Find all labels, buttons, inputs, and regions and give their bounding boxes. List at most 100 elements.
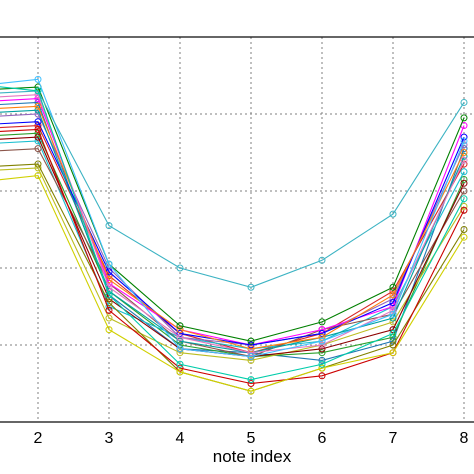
data-point <box>460 98 468 106</box>
x-tick-label: 7 <box>389 430 398 447</box>
data-point <box>460 149 468 156</box>
data-point <box>247 356 255 364</box>
x-tick-label: 4 <box>176 430 185 447</box>
data-point <box>318 356 326 364</box>
data-point <box>389 299 397 307</box>
data-point <box>176 264 184 272</box>
data-point <box>105 306 113 314</box>
data-point <box>318 337 326 345</box>
data-point <box>389 329 397 337</box>
data-point <box>389 310 397 318</box>
data-point <box>318 345 326 353</box>
data-point <box>34 160 42 168</box>
data-point <box>105 260 113 268</box>
series-7 <box>0 164 468 364</box>
data-point <box>176 326 184 334</box>
data-point <box>318 349 326 357</box>
series-9 <box>0 118 468 349</box>
x-tick-label: 6 <box>318 430 327 447</box>
x-tick-label: 5 <box>247 430 256 447</box>
series-line <box>0 140 465 350</box>
data-point <box>247 341 255 349</box>
series-5 <box>0 110 468 349</box>
data-point <box>389 349 397 357</box>
series-12 <box>0 102 468 353</box>
data-point <box>34 118 42 126</box>
data-point <box>34 125 42 133</box>
data-point <box>247 376 255 384</box>
data-point <box>389 341 397 349</box>
data-point <box>389 318 397 326</box>
series-15 <box>0 75 468 361</box>
data-point <box>318 318 326 326</box>
data-point <box>176 349 184 357</box>
data-point <box>460 226 468 233</box>
series-line <box>0 109 465 354</box>
data-point <box>318 333 326 341</box>
data-point <box>460 187 468 195</box>
data-point <box>389 291 397 299</box>
series-line <box>0 105 465 350</box>
series-line <box>0 163 465 392</box>
data-point <box>389 283 397 291</box>
series-line <box>0 175 465 392</box>
data-point <box>176 333 184 341</box>
series-line <box>0 98 465 346</box>
series-line <box>0 86 465 342</box>
data-point <box>460 114 468 122</box>
data-point <box>247 380 255 387</box>
series-17 <box>0 125 468 387</box>
x-tick-label: 8 <box>460 430 469 447</box>
series-line <box>0 167 465 361</box>
x-tick-label: 2 <box>34 430 43 447</box>
data-point <box>460 233 468 241</box>
x-tick-label: 3 <box>105 430 114 447</box>
data-point <box>318 341 326 349</box>
series-line <box>0 101 465 361</box>
data-point <box>247 353 255 361</box>
series-19 <box>0 172 468 395</box>
data-point <box>318 326 326 334</box>
data-point <box>460 202 468 210</box>
data-point <box>389 314 397 322</box>
data-point <box>34 87 42 95</box>
series-line <box>0 94 465 354</box>
series-line <box>0 136 465 358</box>
data-point <box>318 360 326 368</box>
data-point <box>460 175 468 183</box>
series-line <box>0 148 465 358</box>
data-point <box>460 179 468 187</box>
series-1 <box>0 98 468 364</box>
series-line <box>0 78 465 358</box>
data-point <box>34 102 42 110</box>
data-point <box>318 372 326 380</box>
data-point <box>105 222 113 230</box>
data-point <box>176 368 184 376</box>
data-point <box>318 256 326 264</box>
data-point <box>460 156 468 164</box>
data-point <box>247 345 255 353</box>
plot-frame <box>0 36 474 423</box>
data-point <box>176 360 184 368</box>
data-point <box>34 75 42 83</box>
data-point <box>460 168 468 176</box>
x-tick-labels: 2 3 4 5 6 7 8 <box>34 430 469 447</box>
data-point <box>389 333 397 341</box>
data-point <box>247 349 255 357</box>
data-point <box>247 337 255 345</box>
series-line <box>0 86 465 381</box>
series-line <box>0 128 465 385</box>
data-point <box>460 206 468 214</box>
data-point <box>34 172 42 180</box>
data-point <box>318 364 326 372</box>
data-point <box>247 283 255 291</box>
x-axis-label: note index <box>213 447 292 466</box>
series-20 <box>0 86 468 384</box>
data-point <box>389 210 397 218</box>
data-point <box>105 291 113 299</box>
data-point <box>105 326 113 334</box>
data-point <box>176 337 184 345</box>
data-point <box>460 137 468 145</box>
series-group <box>0 75 468 395</box>
